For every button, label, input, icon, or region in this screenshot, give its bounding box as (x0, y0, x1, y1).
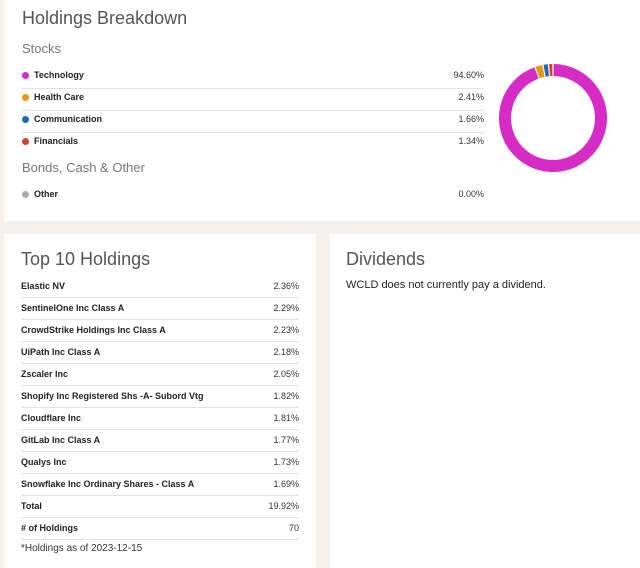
holding-weight: 1.73% (273, 457, 299, 467)
sector-row-technology: Technology 94.60% (22, 66, 484, 89)
holding-weight: 2.29% (273, 303, 299, 313)
legend-dot-icon (22, 191, 29, 198)
holding-row: Qualys Inc 1.73% (21, 452, 299, 474)
holdings-count-value: 70 (288, 523, 299, 533)
sector-value: 2.41% (458, 92, 484, 102)
legend-dot-icon (22, 138, 29, 145)
holdings-count-row: # of Holdings 70 (21, 518, 299, 540)
holding-weight: 2.36% (273, 281, 299, 291)
holding-name: Cloudflare Inc (21, 413, 82, 423)
holdings-count-label: # of Holdings (21, 523, 78, 533)
sector-value: 1.34% (458, 136, 484, 146)
total-label: Total (21, 501, 42, 511)
legend-dot-icon (22, 72, 29, 79)
holding-row: Elastic NV 2.36% (21, 276, 299, 298)
holding-row: Snowflake Inc Ordinary Shares - Class A 1… (21, 474, 299, 496)
dividends-panel: Dividends WCLD does not currently pay a … (330, 234, 640, 568)
holding-name: CrowdStrike Holdings Inc Class A (21, 325, 166, 335)
sector-value: 1.66% (458, 114, 484, 124)
holdings-breakdown-panel: Holdings Breakdown Stocks Technology 94.… (4, 0, 640, 221)
holding-row: Cloudflare Inc 1.81% (21, 408, 299, 430)
holding-name: SentinelOne Inc Class A (21, 303, 125, 313)
total-value: 19.92% (268, 501, 299, 511)
holding-name: Snowflake Inc Ordinary Shares - Class A (21, 479, 195, 489)
holdings-breakdown-title: Holdings Breakdown (22, 8, 188, 28)
holding-row: CrowdStrike Holdings Inc Class A 2.23% (21, 320, 299, 342)
donut-slice-technology (499, 64, 607, 172)
holding-name: Zscaler Inc (21, 369, 69, 379)
top-10-holdings-title: Top 10 Holdings (21, 249, 151, 269)
holding-weight: 1.81% (273, 413, 299, 423)
holding-weight: 1.69% (273, 479, 299, 489)
holding-row: Zscaler Inc 2.05% (21, 364, 299, 386)
top-10-holdings-panel: Top 10 Holdings Elastic NV 2.36% Sentinel… (4, 234, 316, 568)
legend-dot-icon (22, 116, 29, 123)
holding-name: GitLab Inc Class A (21, 435, 101, 445)
holding-row: SentinelOne Inc Class A 2.29% (21, 298, 299, 320)
sector-row-other: Other 0.00% (22, 185, 484, 207)
total-row: Total 19.92% (21, 496, 299, 518)
stocks-heading: Stocks (22, 41, 62, 56)
sector-value: 94.60% (453, 70, 484, 80)
holding-name: Shopify Inc Registered Shs -A- Subord Vt… (21, 391, 204, 401)
legend-dot-icon (22, 94, 29, 101)
dividends-text: WCLD does not currently pay a dividend. (346, 279, 546, 291)
holding-weight: 2.05% (273, 369, 299, 379)
sector-value: 0.00% (458, 189, 484, 199)
sector-label: Communication (34, 114, 103, 124)
donut-slice-communication (543, 64, 550, 77)
sector-row-communication: Communication 1.66% (22, 110, 484, 133)
holding-row: Shopify Inc Registered Shs -A- Subord Vt… (21, 386, 299, 408)
sector-row-health-care: Health Care 2.41% (22, 88, 484, 111)
holding-weight: 2.23% (273, 325, 299, 335)
sector-label: Other (34, 189, 59, 199)
bonds-cash-other-heading: Bonds, Cash & Other (22, 160, 145, 175)
holdings-donut-chart (499, 64, 607, 172)
dividends-title: Dividends (346, 249, 426, 269)
donut-slice-health-care (535, 65, 545, 79)
holding-name: Qualys Inc (21, 457, 67, 467)
holding-name: UiPath Inc Class A (21, 347, 101, 357)
sector-label: Financials (34, 136, 79, 146)
holding-row: GitLab Inc Class A 1.77% (21, 430, 299, 452)
holdings-date-note: *Holdings as of 2023-12-15 (21, 543, 143, 554)
sector-row-financials: Financials 1.34% (22, 132, 484, 154)
holding-weight: 1.82% (273, 391, 299, 401)
holding-row: UiPath Inc Class A 2.18% (21, 342, 299, 364)
holding-name: Elastic NV (21, 281, 66, 291)
holding-weight: 2.18% (273, 347, 299, 357)
sector-label: Technology (34, 70, 84, 80)
sector-label: Health Care (34, 92, 85, 102)
holding-weight: 1.77% (273, 435, 299, 445)
